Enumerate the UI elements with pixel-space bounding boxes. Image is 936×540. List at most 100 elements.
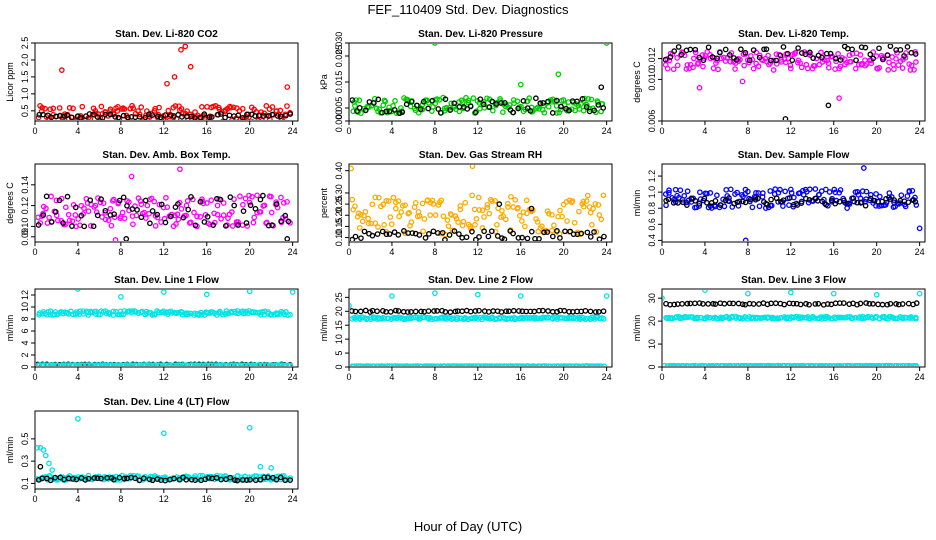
data-point	[600, 308, 607, 315]
data-point	[350, 303, 352, 309]
data-point	[593, 229, 600, 235]
data-point	[551, 222, 557, 229]
data-point	[129, 308, 136, 314]
data-point	[850, 195, 857, 201]
y-tick-label: 30	[647, 293, 657, 303]
data-point	[154, 211, 161, 218]
data-point	[815, 300, 822, 307]
data-point	[164, 80, 170, 87]
y-tick-label: 25	[334, 292, 344, 302]
y-tick-label: 10	[20, 302, 30, 312]
y-axis-label: ml/min	[5, 315, 15, 342]
data-point	[163, 362, 170, 366]
data-point	[277, 107, 284, 114]
data-point	[517, 81, 524, 88]
y-tick-label: 0.8	[647, 202, 657, 215]
data-point	[439, 229, 446, 236]
data-point	[712, 198, 719, 204]
data-point	[480, 99, 487, 105]
data-point	[886, 190, 893, 196]
data-point	[702, 363, 709, 366]
data-point	[171, 475, 177, 482]
data-point	[227, 474, 233, 481]
data-point	[389, 293, 395, 299]
data-point	[595, 308, 602, 315]
data-point	[120, 311, 127, 318]
data-point	[773, 195, 780, 202]
data-point	[692, 300, 698, 307]
data-point	[469, 165, 476, 170]
data-point	[541, 229, 547, 236]
data-point	[167, 362, 173, 366]
data-point	[398, 209, 405, 215]
data-point	[460, 218, 467, 225]
data-point	[352, 308, 359, 315]
data-point	[95, 311, 102, 318]
data-point	[102, 216, 109, 223]
data-point	[94, 475, 101, 482]
data-point	[680, 363, 687, 366]
data-point	[472, 221, 478, 228]
data-point	[53, 197, 60, 204]
data-point	[451, 100, 458, 107]
data-point	[284, 84, 291, 90]
data-point	[50, 105, 57, 112]
data-point	[795, 363, 802, 366]
x-tick-label: 24	[288, 126, 298, 136]
data-point	[274, 311, 281, 318]
y-tick-label: 0.10	[334, 229, 344, 247]
data-point	[107, 106, 114, 113]
data-point	[505, 204, 511, 210]
data-point	[191, 114, 198, 120]
data-point	[350, 97, 356, 103]
chart-panel-8: Stan. Dev. Line 2 Flow 0 4 8 12 16 20 24 0 5 10 15 2…	[319, 275, 613, 382]
data-point	[243, 477, 250, 483]
data-point	[787, 186, 794, 193]
y-tick-label: 0.6	[647, 218, 657, 231]
data-point	[440, 213, 447, 220]
data-point	[789, 57, 796, 64]
y-tick-label: 0	[334, 364, 344, 369]
data-point	[269, 111, 276, 118]
data-point	[43, 193, 50, 200]
data-point	[715, 363, 722, 366]
data-point	[871, 362, 877, 366]
data-point	[80, 311, 87, 317]
data-point	[239, 114, 246, 120]
data-point	[70, 476, 76, 482]
data-point	[381, 363, 388, 366]
data-point	[554, 308, 560, 315]
data-point	[175, 216, 182, 223]
data-point	[819, 54, 825, 61]
plot-frame	[661, 42, 926, 122]
data-point	[899, 65, 906, 71]
data-point	[64, 193, 71, 200]
data-point	[263, 103, 270, 109]
data-point	[589, 222, 595, 228]
data-point	[159, 362, 166, 366]
data-point	[524, 235, 531, 241]
data-point	[105, 217, 112, 224]
data-point	[837, 57, 844, 63]
data-point	[500, 213, 507, 219]
data-point	[121, 475, 128, 482]
data-point	[767, 188, 774, 194]
y-axis-label: percent	[319, 187, 329, 218]
data-point	[107, 111, 114, 118]
data-point	[680, 199, 686, 206]
data-point	[447, 211, 454, 217]
data-point	[369, 232, 376, 239]
data-point	[753, 189, 759, 196]
data-point	[516, 212, 523, 219]
data-point	[364, 315, 371, 322]
data-point	[584, 192, 591, 199]
data-point	[503, 308, 509, 315]
data-point	[742, 237, 749, 241]
x-tick-label: 0	[346, 372, 351, 382]
data-point	[252, 362, 259, 366]
data-point	[108, 222, 115, 229]
data-point	[357, 308, 364, 315]
y-tick-label: 0.012	[647, 47, 657, 70]
data-point	[911, 67, 917, 73]
data-point	[142, 114, 149, 120]
